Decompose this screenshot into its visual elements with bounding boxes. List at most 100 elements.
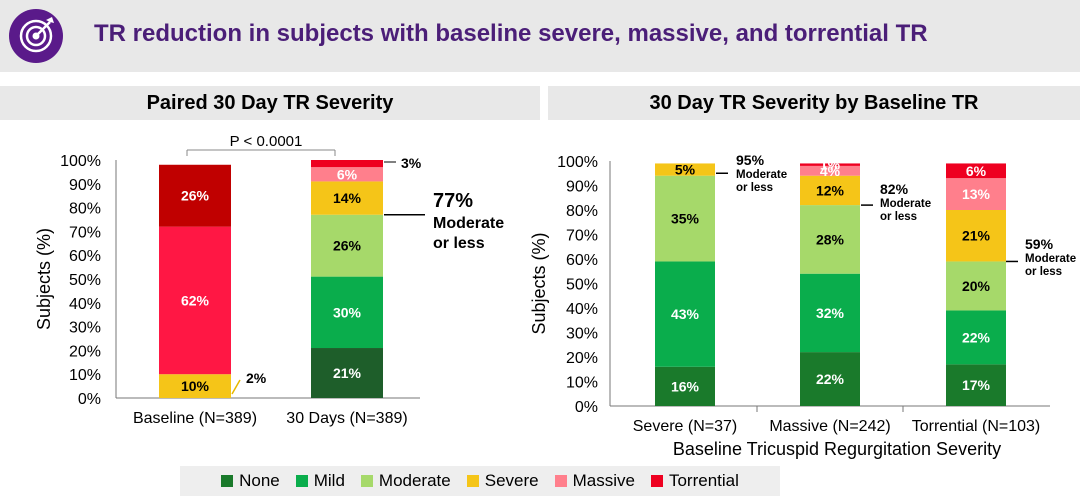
data-label: 30% xyxy=(333,304,362,320)
legend-swatch xyxy=(295,475,308,487)
legend-label: None xyxy=(239,471,280,490)
moderate-line1-label: Moderate xyxy=(1025,253,1076,265)
y-axis-label: Subjects (%) xyxy=(529,232,549,334)
y-tick-label: 50% xyxy=(566,277,598,294)
legend-item-massive: Massive xyxy=(554,471,635,491)
data-label: 5% xyxy=(675,162,696,178)
moderate-pct-label: 59% xyxy=(1025,236,1054,252)
baseline-extra-leader xyxy=(231,379,241,395)
y-tick-label: 100% xyxy=(557,154,598,171)
y-tick-label: 80% xyxy=(69,201,101,218)
moderate-line1-label: Moderate xyxy=(433,215,504,232)
legend-item-severe: Severe xyxy=(466,471,539,491)
data-label: 62% xyxy=(181,292,210,308)
legend: None Mild Moderate Severe Massive Torrential xyxy=(180,466,780,496)
y-tick-label: 30% xyxy=(69,320,101,337)
legend-item-mild: Mild xyxy=(295,471,345,491)
baseline-extra-label: 2% xyxy=(246,370,267,386)
data-label: 4% xyxy=(820,163,841,179)
right-chart-title-band: 30 Day TR Severity by Baseline TR xyxy=(548,86,1080,120)
data-label: 12% xyxy=(816,182,845,198)
data-label: 21% xyxy=(962,228,991,244)
moderate-pct-label: 77% xyxy=(433,190,473,212)
legend-swatch xyxy=(554,475,567,487)
y-tick-label: 90% xyxy=(566,179,598,196)
y-tick-label: 40% xyxy=(566,301,598,318)
y-tick-label: 20% xyxy=(566,350,598,367)
x-axis-label: Baseline Tricuspid Regurgitation Severit… xyxy=(673,439,1001,459)
bar-segment-massive xyxy=(311,167,383,182)
data-label: 6% xyxy=(966,163,987,179)
y-tick-label: 70% xyxy=(69,224,101,241)
moderate-pct-label: 95% xyxy=(736,152,765,168)
bar-segment-torrential xyxy=(159,164,231,227)
legend-item-torrential: Torrential xyxy=(650,471,739,491)
bar-segment-severe xyxy=(800,175,860,206)
bar-segment-severe xyxy=(311,181,383,215)
data-label: 21% xyxy=(333,365,362,381)
moderate-line1-label: Moderate xyxy=(736,169,787,181)
bar-segment-mild xyxy=(946,310,1006,365)
legend-label: Moderate xyxy=(378,471,451,490)
bar-segment-torrential xyxy=(800,163,860,166)
moderate-line1-label: Moderate xyxy=(880,198,931,210)
legend-label: Torrential xyxy=(668,471,739,490)
data-label: 10% xyxy=(181,378,210,394)
bar-segment-none xyxy=(800,352,860,406)
x-tick-label: Torrential (N=103) xyxy=(912,418,1041,435)
data-label: 35% xyxy=(671,211,700,227)
bar-segment-massive xyxy=(800,165,860,176)
bar-segment-severe xyxy=(655,163,715,176)
y-tick-label: 100% xyxy=(60,153,101,170)
moderate-line2-label: or less xyxy=(433,235,485,252)
target-icon xyxy=(9,9,63,63)
data-label: 14% xyxy=(333,190,362,206)
bar-segment-none xyxy=(311,348,383,398)
y-tick-label: 80% xyxy=(566,203,598,220)
moderate-line2-label: or less xyxy=(736,182,773,194)
bar-segment-torrential xyxy=(311,160,383,168)
y-tick-label: 0% xyxy=(78,391,101,408)
data-label: 28% xyxy=(816,231,845,247)
left-chart-title: Paired 30 Day TR Severity xyxy=(146,92,394,114)
bar-segment-severe xyxy=(946,210,1006,262)
y-tick-label: 20% xyxy=(69,343,101,360)
p-value-label: P < 0.0001 xyxy=(230,133,303,150)
data-label: 17% xyxy=(962,377,991,393)
data-label: 22% xyxy=(816,371,845,387)
bar-segment-mild xyxy=(800,273,860,353)
moderate-line2-label: or less xyxy=(1025,266,1062,278)
data-label: 32% xyxy=(816,305,845,321)
y-tick-label: 60% xyxy=(69,248,101,265)
bar-segment-mild xyxy=(311,276,383,349)
legend-swatch xyxy=(650,475,663,487)
legend-label: Mild xyxy=(313,471,345,490)
y-tick-label: 30% xyxy=(566,326,598,343)
x-tick-label: 30 Days (N=389) xyxy=(286,410,407,427)
legend-swatch xyxy=(360,475,373,487)
y-tick-label: 60% xyxy=(566,252,598,269)
bar-segment-massive xyxy=(159,226,231,375)
data-label: 43% xyxy=(671,306,700,322)
bar-segment-severe xyxy=(159,374,231,398)
right-chart-title: 30 Day TR Severity by Baseline TR xyxy=(649,92,979,114)
y-tick-label: 10% xyxy=(566,375,598,392)
moderate-line2-label: or less xyxy=(880,211,917,223)
bar-segment-moderate xyxy=(311,214,383,277)
data-label: 13% xyxy=(962,186,991,202)
bar-segment-moderate xyxy=(800,205,860,274)
header-bar: TR reduction in subjects with baseline s… xyxy=(0,0,1080,72)
data-label: 6% xyxy=(337,166,358,182)
x-tick-label: Massive (N=242) xyxy=(769,418,890,435)
bar-segment-mild xyxy=(655,261,715,367)
page-title: TR reduction in subjects with baseline s… xyxy=(94,20,928,47)
legend-swatch xyxy=(466,475,479,487)
legend-label: Massive xyxy=(572,471,635,490)
legend-swatch xyxy=(221,475,234,487)
data-label: 20% xyxy=(962,278,991,294)
days30-extra-label: 3% xyxy=(401,155,422,171)
x-tick-label: Baseline (N=389) xyxy=(133,410,257,427)
legend-label: Severe xyxy=(484,471,539,490)
data-label: 22% xyxy=(962,329,991,345)
data-label: 1% xyxy=(820,157,841,173)
